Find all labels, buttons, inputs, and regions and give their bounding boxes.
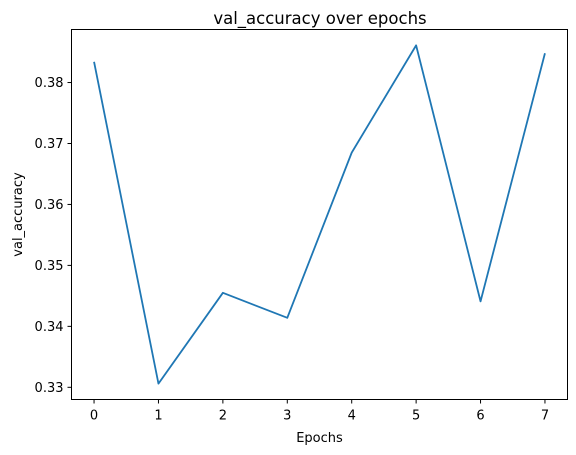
y-tick-label: 0.36	[35, 198, 64, 213]
y-tick-label: 0.35	[35, 259, 64, 274]
x-tick-label: 0	[90, 409, 98, 424]
x-tick-label: 7	[541, 409, 549, 424]
x-axis: 0 1 2 3 4 5 6 7	[90, 399, 549, 424]
y-tick-label: 0.34	[35, 320, 64, 335]
series-line-0	[93, 44, 546, 385]
y-tick-label: 0.33	[35, 381, 64, 396]
plot-area	[93, 44, 546, 385]
y-tick-label: 0.37	[35, 137, 64, 152]
x-tick-label: 6	[476, 409, 484, 424]
y-axis-label: val_accuracy	[11, 172, 26, 257]
x-tick-label: 3	[283, 409, 291, 424]
x-tick-label: 2	[219, 409, 227, 424]
x-tick-label: 5	[412, 409, 420, 424]
x-tick-label: 4	[348, 409, 356, 424]
y-tick-label: 0.38	[35, 76, 64, 91]
x-axis-label: Epochs	[296, 431, 343, 446]
x-tick-label: 1	[154, 409, 162, 424]
axes-frame	[71, 29, 568, 400]
chart-title: val_accuracy over epochs	[213, 9, 426, 29]
y-axis: 0.33 0.34 0.35 0.36 0.37 0.38	[35, 76, 72, 396]
